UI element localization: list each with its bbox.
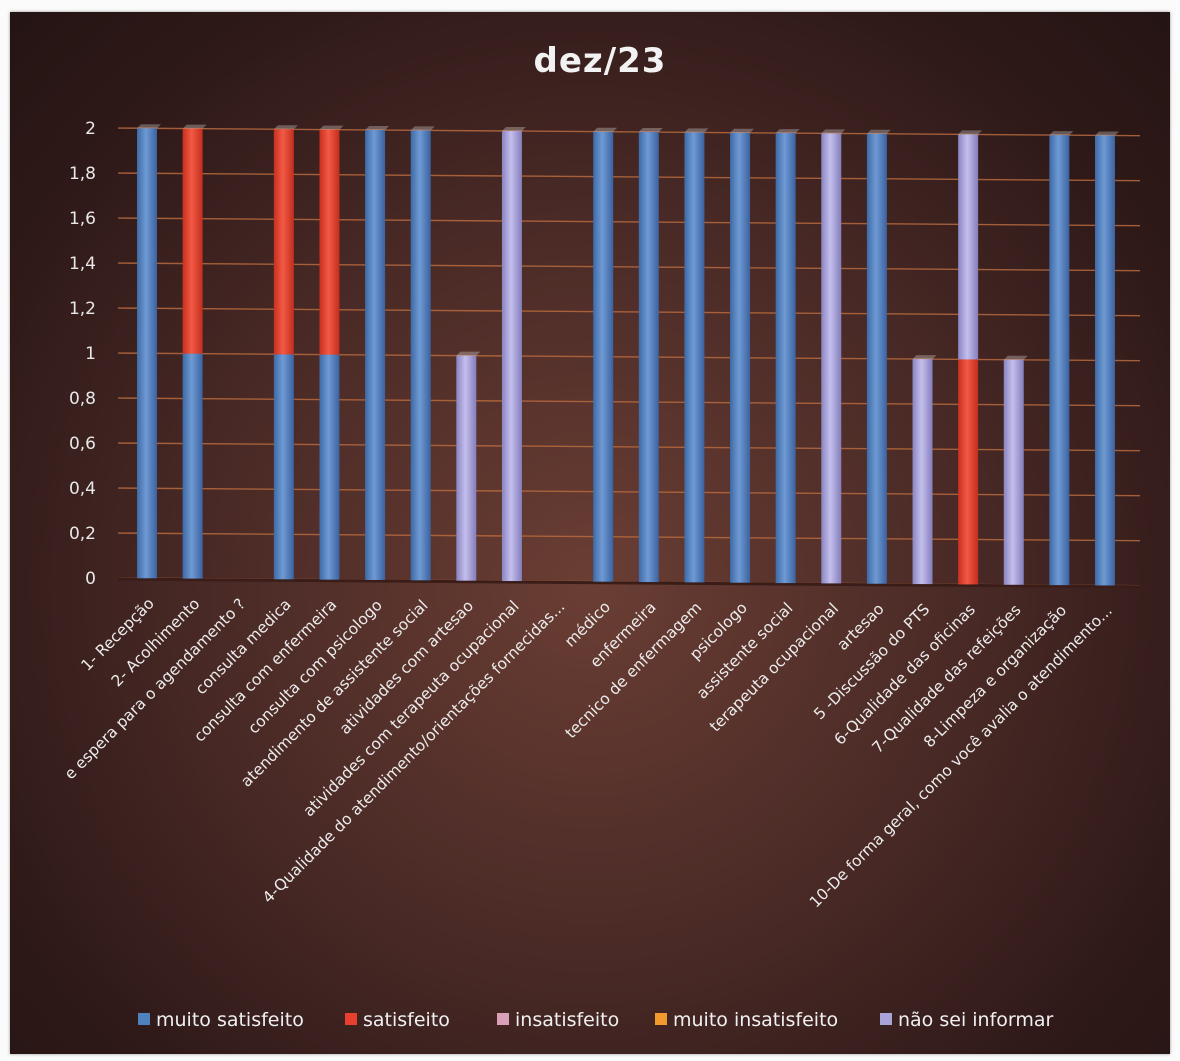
gridline [117, 262, 1141, 272]
bar-cap [456, 351, 481, 356]
legend-label-muito-insatisfeito: muito insatisfeito [673, 1009, 838, 1031]
y-tick-label: 0,4 [69, 479, 96, 499]
bar-n-o-sei-informar-18 [912, 359, 933, 585]
x-tick-label: atividades com terapeuta ocupacional [300, 597, 523, 820]
bar-n-o-sei-informar-19 [958, 134, 979, 360]
bar-cap [1003, 355, 1028, 360]
bar-cap [273, 125, 298, 130]
bar-muito-satisfeito-21 [1049, 135, 1070, 586]
bar-satisfeito-5 [319, 129, 340, 355]
bar-n-o-sei-informar-9 [501, 131, 522, 582]
legend-label-n-o-sei-informar: não sei informar [898, 1009, 1054, 1031]
bar-cap [638, 128, 663, 133]
y-tick-label: 1,2 [69, 299, 96, 319]
y-tick-label: 0,2 [69, 524, 96, 544]
legend-swatch-n-o-sei-informar [880, 1013, 892, 1025]
bar-cap [365, 125, 390, 130]
y-tick-label: 1,8 [69, 164, 96, 184]
bar-muito-satisfeito-11 [593, 131, 614, 582]
y-tick-label: 1,6 [69, 209, 96, 229]
legend-swatch-satisfeito [345, 1013, 357, 1025]
bar-cap [137, 124, 161, 129]
bar-muito-satisfeito-22 [1095, 135, 1115, 586]
y-tick-label: 0,6 [69, 434, 96, 454]
bar-muito-satisfeito-12 [638, 132, 659, 583]
chart-title: dez/23 [534, 41, 667, 81]
bar-n-o-sei-informar-20 [1003, 359, 1024, 585]
bar-cap [912, 355, 937, 360]
bar-cap [593, 127, 618, 132]
legend: muito satisfeito satisfeito insatisfeito mu… [138, 1009, 1054, 1031]
bar-cap [866, 129, 891, 134]
bar-muito-satisfeito-13 [684, 132, 705, 583]
bars [137, 124, 1119, 586]
bar-cap [821, 129, 846, 134]
gridline [117, 217, 1141, 227]
legend-label-insatisfeito: insatisfeito [515, 1009, 619, 1031]
bar-satisfeito-19 [958, 359, 979, 585]
gridline [117, 397, 1141, 407]
y-tick-label: 0 [85, 569, 96, 589]
x-axis-line [117, 577, 1141, 589]
bar-muito-satisfeito-4 [273, 354, 294, 580]
bar-muito-satisfeito-6 [365, 129, 386, 580]
y-tick-label: 0,8 [69, 389, 96, 409]
bar-cap [501, 127, 526, 132]
y-tick-label: 1 [85, 344, 96, 364]
bar-cap [730, 128, 755, 133]
bar-n-o-sei-informar-16 [821, 133, 842, 584]
bar-cap [1049, 131, 1074, 136]
y-tick-label: 2 [85, 119, 96, 139]
gridlines [117, 127, 1141, 589]
legend-swatch-insatisfeito [497, 1013, 509, 1025]
x-tick-label: e espera para o agendamento ? [61, 595, 249, 783]
gridline [117, 307, 1141, 317]
bar-cap [182, 124, 207, 129]
legend-swatch-muito-satisfeito [138, 1013, 150, 1025]
bar-cap [1095, 131, 1119, 136]
y-axis-ticks: 0 0,2 0,4 0,6 0,8 1 1,2 1,4 1,6 1,8 2 [69, 119, 96, 589]
bar-muito-satisfeito-14 [730, 132, 751, 583]
gridline [117, 172, 1141, 182]
gridline [117, 532, 1141, 542]
gridline [117, 352, 1141, 362]
bar-cap [410, 126, 435, 131]
bar-muito-satisfeito-2 [182, 353, 203, 579]
bar-muito-satisfeito-1 [137, 128, 157, 579]
bar-satisfeito-4 [273, 129, 294, 355]
bar-muito-satisfeito-5 [319, 354, 340, 580]
gridline [117, 127, 1141, 137]
bar-muito-satisfeito-15 [775, 133, 796, 584]
gridline [117, 442, 1141, 452]
x-tick-label: 10-De forma geral, como você avalia o at… [806, 602, 1116, 912]
y-tick-label: 1,4 [69, 254, 96, 274]
legend-swatch-muito-insatisfeito [655, 1013, 667, 1025]
bar-muito-satisfeito-17 [866, 133, 887, 584]
bar-n-o-sei-informar-8 [456, 355, 477, 581]
bar-cap [958, 130, 983, 135]
bar-satisfeito-2 [182, 128, 203, 354]
bar-muito-satisfeito-7 [410, 130, 431, 581]
bar-cap [775, 129, 800, 134]
gridline [117, 487, 1141, 497]
bar-cap [684, 128, 709, 133]
legend-label-satisfeito: satisfeito [363, 1009, 450, 1031]
legend-label-muito-satisfeito: muito satisfeito [156, 1009, 304, 1031]
x-tick-label: 4-Qualidade do atendimento/orientações f… [259, 597, 568, 906]
bar-cap [319, 125, 344, 130]
